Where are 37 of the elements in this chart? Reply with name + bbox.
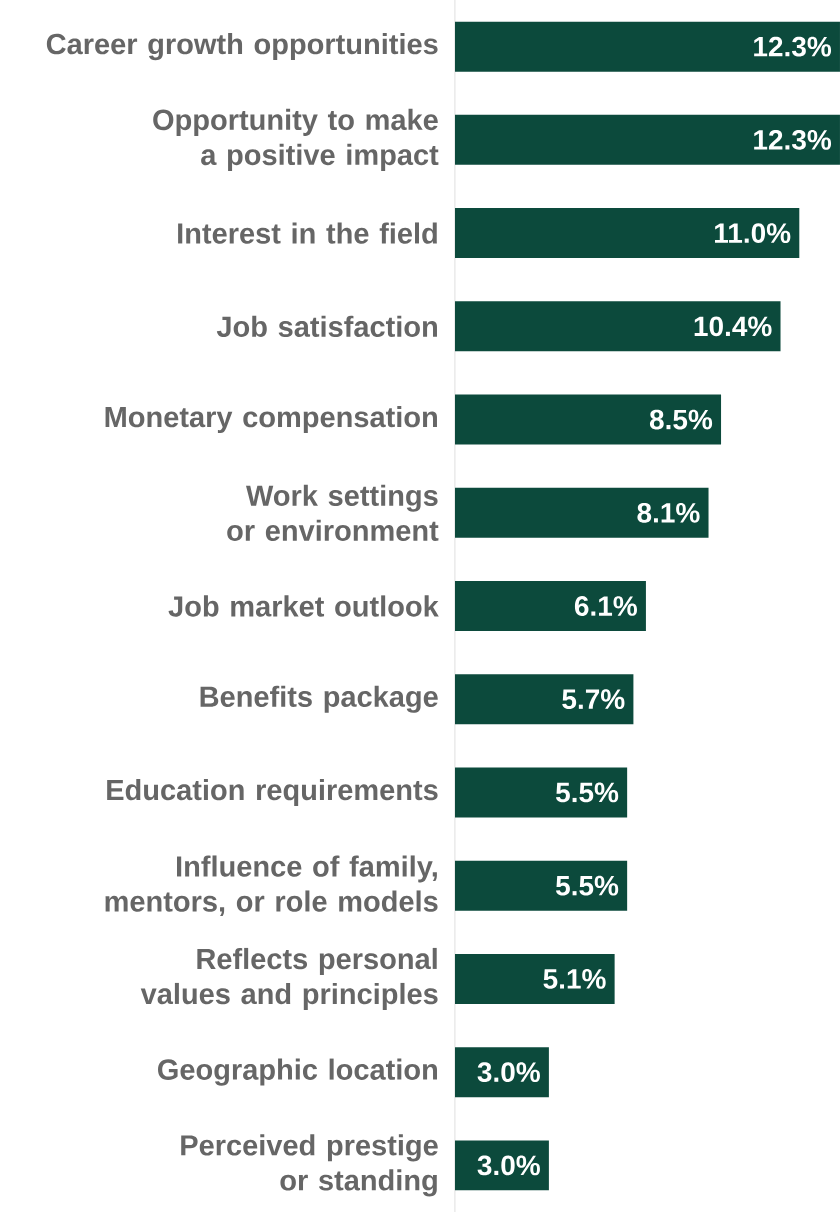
bar [454,21,840,72]
data-label: 5.5% [555,875,619,896]
data-label: 12.3% [754,129,832,150]
bar [454,487,709,538]
data-label: 5.5% [555,782,619,803]
y-tick-label: Reflects personal values and principles [140,947,438,1010]
bar [454,581,646,632]
data-label: 5.1% [543,969,606,989]
data-label: 11.0% [715,223,791,243]
data-label: 8.5% [649,409,713,430]
y-tick-label: Perceived prestige or standing [181,1134,438,1197]
bar [454,767,628,818]
data-label: 5.7% [562,689,625,710]
y-tick-label: Job market outlook [168,595,439,617]
y-tick-label: Influence of family, mentors, or role models [105,855,438,916]
data-label: 6.1% [574,596,637,616]
bar [454,860,628,911]
bar [454,301,781,352]
bar [454,674,634,725]
data-label: 3.0% [477,1155,540,1176]
y-tick-label: Interest in the field [178,222,437,244]
y-tick-label: Benefits package [200,685,438,713]
y-tick-label: Opportunity to make a positive impact [153,108,439,171]
data-label: 3.0% [477,1062,540,1083]
bar [454,953,615,1004]
data-label: 8.1% [637,502,700,523]
y-tick-label: Geographic location [158,1058,437,1086]
y-tick-label: Work settings or environment [227,484,439,541]
y-tick-label: Job satisfaction [216,315,437,337]
data-label: 12.3% [754,36,832,57]
bar [454,394,722,445]
bar [454,114,840,165]
y-tick-label: Career growth opportunities [46,33,438,61]
y-tick-label: Education requirements [107,778,438,806]
data-label: 10.4% [694,316,772,337]
y-tick-label: Monetary compensation [105,406,437,434]
bar [454,208,800,259]
